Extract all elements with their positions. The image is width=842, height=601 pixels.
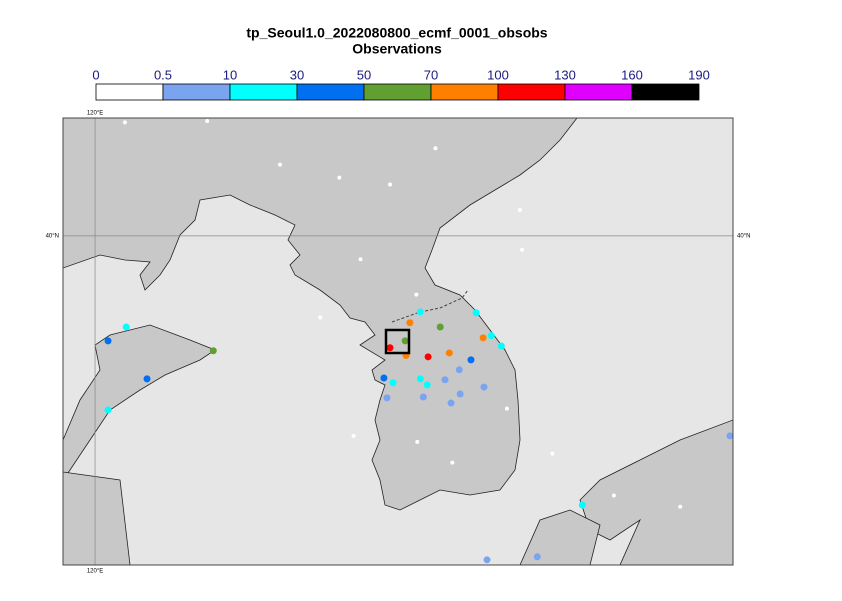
observation-dot [143, 375, 151, 383]
observation-dot [416, 308, 424, 316]
observation-dot [414, 292, 419, 297]
observation-dot [678, 504, 683, 509]
observation-dot [424, 353, 432, 361]
colorbar-bin [229, 83, 298, 101]
land [63, 118, 733, 565]
observation-dot [533, 553, 541, 561]
observation-dot [479, 334, 487, 342]
colorbar-tick-label: 70 [424, 67, 438, 82]
observation-dot [611, 493, 616, 498]
observation-dot [104, 406, 112, 414]
title: tp_Seoul1.0_2022080800_ecmf_0001_obsobs [246, 25, 547, 41]
observation-dot [455, 366, 463, 374]
observation-dot [480, 383, 488, 391]
observation-dot [578, 501, 586, 509]
observation-dot [445, 349, 453, 357]
observation-dot [209, 347, 217, 355]
colorbar-bin [564, 83, 633, 101]
colorbar-tick-label: 0 [92, 67, 99, 82]
colorbar-bin [631, 83, 700, 101]
observation-dot [415, 439, 420, 444]
colorbar-bin [95, 83, 164, 101]
observation-dot [416, 375, 424, 383]
colorbar-tick-label: 160 [621, 67, 643, 82]
map-frame [62, 117, 734, 566]
observation-dot [337, 175, 342, 180]
mainland [63, 118, 578, 511]
observation-dot [380, 374, 388, 382]
border-line [391, 289, 469, 323]
shandong [63, 324, 216, 481]
observation-dot [517, 207, 522, 212]
observation-dot [487, 332, 495, 340]
observation-dot [358, 257, 363, 262]
observation-dot [726, 432, 733, 440]
observation-dot [467, 356, 475, 364]
graticule-labels: 120°E 120°E 40°N 40°N [46, 111, 751, 575]
map-area [63, 118, 733, 565]
colorbar-bin [363, 83, 432, 101]
observation-dot [104, 337, 112, 345]
observation-dot [122, 323, 130, 331]
observation-dot [389, 379, 397, 387]
observation-dot [433, 146, 438, 151]
colorbar-bin [497, 83, 566, 101]
x-tick-label: 120°E [87, 569, 103, 575]
observation-dot [419, 393, 427, 401]
colorbar-tick-label: 130 [554, 67, 576, 82]
subtitle: Observations [352, 41, 442, 57]
colorbar-tick-label: 50 [357, 67, 371, 82]
graticule [63, 118, 733, 565]
colorbar-bin [162, 83, 231, 101]
observation-dot [456, 390, 464, 398]
observation-dot [383, 394, 391, 402]
colorbar-tick-label: 100 [487, 67, 509, 82]
colorbar-tick-label: 10 [223, 67, 237, 82]
observation-dot [205, 119, 210, 124]
domain-box [384, 328, 411, 355]
observation-dot [277, 162, 282, 167]
observation-dot [387, 182, 392, 187]
observation-dot [122, 120, 127, 125]
colorbar-bin [296, 83, 365, 101]
observation-dot [441, 376, 449, 384]
colorbar-tick-label: 190 [688, 67, 710, 82]
y-tick-label: 40°N [46, 233, 59, 239]
colorbar-tick-label: 0.5 [154, 67, 172, 82]
china-south [63, 471, 131, 565]
y-tick-label: 40°N [737, 233, 750, 239]
observation-dot [472, 309, 480, 317]
honshu [579, 419, 733, 565]
observation-dot [351, 433, 356, 438]
x-tick-label: 120°E [87, 111, 103, 117]
colorbar-bin [430, 83, 499, 101]
observation-dot [386, 344, 394, 352]
observation-dot [450, 460, 455, 465]
observation-dot [401, 337, 409, 345]
kyushu [519, 509, 601, 565]
observation-dot [497, 342, 505, 350]
observation-dot [447, 399, 455, 407]
observation-dot [483, 556, 491, 564]
observation-dot [423, 381, 431, 389]
observation-dot [436, 323, 444, 331]
colorbar-tick-label: 30 [290, 67, 304, 82]
observation-dot [550, 451, 555, 456]
observation-dot [318, 315, 323, 320]
observation-dot [504, 406, 509, 411]
observation-dot [520, 247, 525, 252]
observation-dot [406, 319, 414, 327]
observations [104, 119, 733, 564]
colorbar: 0 0.5 10 30 50 70 100 130 160 190 [92, 67, 710, 101]
